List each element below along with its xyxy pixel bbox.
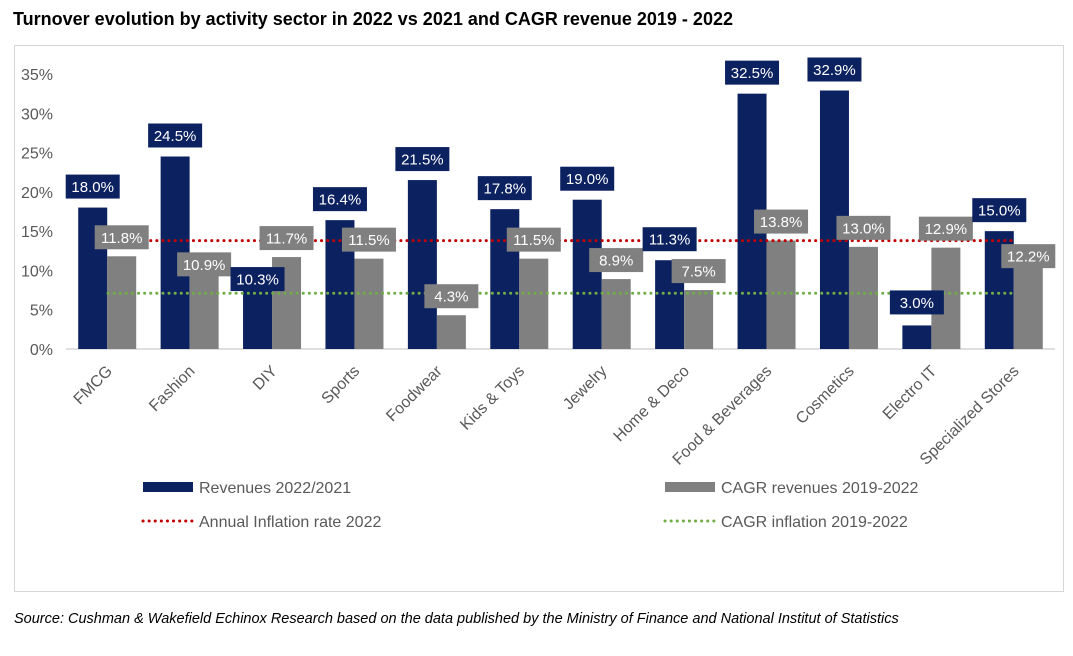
y-tick-label: 10% — [21, 263, 53, 280]
revenue-data-label: 24.5% — [154, 128, 197, 145]
revenue-data-label: 3.0% — [900, 295, 934, 312]
revenue-data-label-box — [395, 147, 450, 172]
x-tick-label: DIY — [250, 363, 281, 394]
y-tick-label: 5% — [30, 303, 53, 320]
cagr-data-label: 7.5% — [682, 264, 716, 281]
cagr-data-label-box — [506, 227, 561, 252]
y-tick-label: 30% — [21, 106, 53, 123]
cagr-bar — [107, 256, 137, 349]
revenue-data-label: 32.9% — [813, 62, 856, 79]
cagr-data-label-box — [94, 225, 149, 250]
revenue-data-label-box — [972, 198, 1027, 223]
cagr-bar — [684, 290, 714, 349]
cagr-data-label: 13.0% — [842, 220, 885, 237]
cagr-data-label: 11.5% — [513, 232, 554, 249]
revenue-data-label-box — [642, 227, 697, 252]
cagr-data-label: 10.9% — [183, 257, 226, 274]
cagr-bar — [436, 315, 466, 349]
x-tick-label: FMCG — [71, 363, 116, 408]
revenue-bar — [902, 325, 932, 349]
revenue-data-label-box — [65, 174, 120, 199]
cagr-bar — [189, 263, 219, 349]
revenue-data-label-box — [230, 267, 285, 292]
cagr-data-label-box — [424, 284, 479, 309]
y-tick-label: 35% — [21, 67, 53, 84]
legend-swatch — [665, 482, 715, 492]
cagr-data-label-box — [671, 259, 726, 284]
revenue-data-label: 19.0% — [566, 171, 609, 188]
legend-label: Revenues 2022/2021 — [199, 480, 351, 497]
legend-label: CAGR revenues 2019-2022 — [721, 480, 919, 497]
revenue-data-label: 18.0% — [71, 179, 114, 196]
revenue-data-label-box — [560, 166, 615, 191]
cagr-bar — [766, 240, 796, 349]
revenue-data-label: 17.8% — [484, 181, 527, 198]
chart-title: Turnover evolution by activity sector in… — [13, 9, 733, 29]
cagr-data-label: 4.3% — [434, 289, 468, 306]
cagr-data-label-box — [589, 248, 644, 273]
cagr-data-label-box — [1001, 244, 1056, 269]
revenue-data-label-box — [312, 187, 367, 212]
x-tick-label: Electro IT — [880, 363, 941, 424]
cagr-data-label-box — [918, 216, 973, 241]
cagr-bar — [1013, 253, 1043, 349]
source-note: Source: Cushman & Wakefield Echinox Rese… — [14, 611, 899, 627]
y-tick-label: 15% — [21, 224, 53, 241]
x-tick-label: Kids & Toys — [457, 363, 528, 434]
revenue-data-label-box — [807, 57, 862, 82]
cagr-data-label-box — [341, 227, 396, 252]
revenue-data-label: 10.3% — [236, 272, 279, 289]
revenue-data-label-box — [725, 60, 780, 85]
revenue-data-label: 21.5% — [401, 152, 444, 169]
chart: 0% 5% 10% 15% 20% 25% 30% 35% 18.0% 11.8% 24.5% 10.… — [21, 57, 1056, 531]
cagr-bar — [848, 246, 878, 349]
cagr-data-label: 11.7% — [266, 231, 307, 248]
cagr-data-label: 8.9% — [599, 253, 633, 270]
revenue-data-label: 16.4% — [319, 192, 362, 209]
revenue-data-label-box — [889, 290, 944, 315]
cagr-data-label-box — [177, 252, 232, 277]
revenue-data-label: 32.5% — [731, 65, 774, 82]
revenue-bar — [572, 199, 602, 349]
cagr-data-label-box — [259, 226, 314, 251]
cagr-data-label: 13.8% — [760, 214, 803, 231]
revenue-data-label: 11.3% — [649, 232, 690, 249]
cagr-data-label-box — [836, 215, 891, 240]
x-tick-label: Fashion — [146, 363, 198, 415]
revenue-bar — [407, 180, 437, 349]
x-tick-label: Sports — [319, 363, 364, 408]
chart-frame — [14, 45, 1064, 592]
revenue-data-label: 15.0% — [978, 203, 1021, 220]
x-tick-label: Foodwear — [383, 362, 446, 425]
cagr-data-label: 11.8% — [101, 230, 142, 247]
cagr-data-label: 12.9% — [925, 221, 968, 238]
y-tick-label: 25% — [21, 146, 53, 163]
revenue-data-label-box — [148, 123, 203, 148]
x-tick-label: Cosmetics — [793, 363, 858, 428]
y-tick-label: 20% — [21, 185, 53, 202]
y-tick-label: 0% — [30, 342, 53, 359]
legend-label: CAGR inflation 2019-2022 — [721, 514, 908, 531]
cagr-data-label: 12.2% — [1007, 249, 1050, 266]
cagr-bar — [601, 279, 631, 349]
legend-label: Annual Inflation rate 2022 — [199, 514, 381, 531]
revenue-data-label-box — [477, 176, 532, 201]
x-tick-label: Jewelry — [560, 363, 610, 413]
cagr-data-label-box — [754, 209, 809, 234]
cagr-bar — [354, 258, 384, 349]
cagr-bar — [519, 258, 549, 349]
cagr-data-label: 11.5% — [348, 232, 389, 249]
x-tick-label: Home & Deco — [611, 363, 694, 446]
legend-swatch — [143, 482, 193, 492]
